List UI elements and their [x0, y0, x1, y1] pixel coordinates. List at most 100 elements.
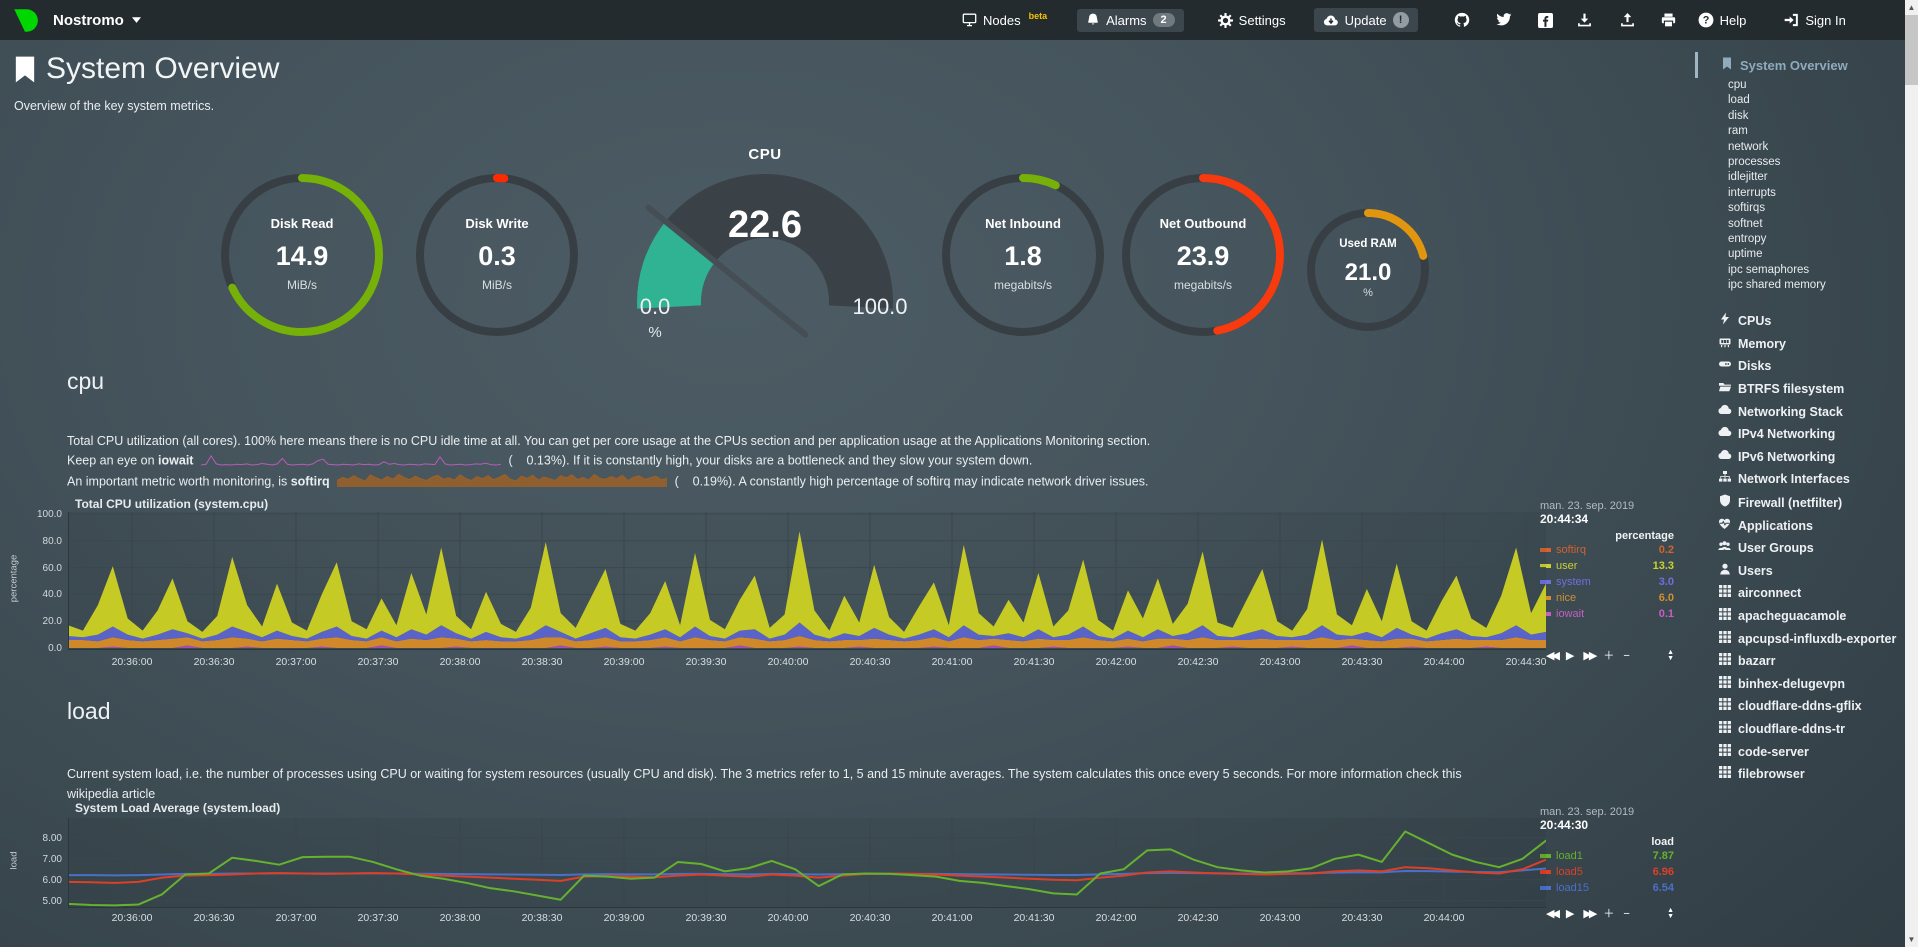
chart-resize-handle[interactable]: ▲ ▼: [1667, 649, 1674, 662]
iowait-sparkline[interactable]: [200, 453, 502, 469]
cpu-gauge-chart[interactable]: [600, 140, 930, 360]
sidebar-item-cpus[interactable]: CPUs: [1695, 312, 1903, 329]
legend-item-load1[interactable]: load1 7.87: [1540, 848, 1674, 864]
x-tick-label: 20:43:30: [1341, 656, 1383, 668]
sidebar-item-interrupts[interactable]: interrupts: [1728, 186, 1776, 199]
legend-item-nice[interactable]: nice 6.0: [1540, 590, 1674, 606]
sidebar-item-cpu[interactable]: cpu: [1728, 79, 1747, 91]
nav-settings[interactable]: Settings: [1217, 12, 1286, 28]
sidebar-item-idlejitter[interactable]: idlejitter: [1728, 171, 1768, 184]
wikipedia-link[interactable]: wikipedia article: [67, 787, 156, 801]
sidebar-item-disks[interactable]: Disks: [1695, 358, 1903, 374]
nav-update[interactable]: Update !: [1313, 8, 1418, 32]
chart-play-button[interactable]: ▶: [1565, 907, 1575, 920]
sidebar-item-applications[interactable]: Applications: [1695, 518, 1903, 534]
folder-icon: [1717, 381, 1732, 397]
sidebar-item-ipv6-networking[interactable]: IPv6 Networking: [1695, 449, 1903, 465]
sidebar-item-bazarr[interactable]: bazarr: [1695, 653, 1903, 669]
cpu-desc-line2: Keep an eye on iowait ( 0.13%). If it is…: [67, 453, 1033, 469]
sidebar-item-filebrowser[interactable]: filebrowser: [1695, 766, 1903, 782]
sidebar-item-memory[interactable]: Memory: [1695, 336, 1903, 352]
nav-github[interactable]: [1454, 12, 1470, 28]
nav-nodes[interactable]: Nodes beta: [962, 11, 1047, 28]
sidebar-item-uptime[interactable]: uptime: [1728, 248, 1763, 261]
sidebar-item-user-groups[interactable]: User Groups: [1695, 540, 1903, 556]
sidebar-item-ipc-shared-memory[interactable]: ipc shared memory: [1728, 279, 1826, 292]
chart-zoom-in-button[interactable]: ＋: [1603, 649, 1615, 662]
x-tick-label: 20:44:30: [1505, 656, 1547, 668]
nav-signin[interactable]: Sign In: [1784, 13, 1846, 28]
sidebar-item-apacheguacamole[interactable]: apacheguacamole: [1695, 608, 1903, 624]
gauge-used-ram[interactable]: Used RAM 21.0%: [1303, 205, 1433, 335]
y-tick-label: 5.00: [42, 895, 62, 907]
legend-item-system[interactable]: system 3.0: [1540, 574, 1674, 590]
sidebar-item-disk[interactable]: disk: [1728, 109, 1749, 122]
chart-rewind-button[interactable]: ◀◀: [1546, 649, 1560, 662]
gauge-net-outbound[interactable]: Net Outbound 23.9 megabits/s: [1118, 170, 1288, 340]
twitter-icon: [1495, 13, 1512, 26]
nav-alarms[interactable]: Alarms 2: [1077, 8, 1184, 32]
sidebar-item-load[interactable]: load: [1728, 94, 1750, 107]
sidebar-item-network-interfaces[interactable]: Network Interfaces: [1695, 471, 1903, 487]
sidebar-item-airconnect[interactable]: airconnect: [1695, 585, 1903, 601]
scroll-up-arrow[interactable]: ▲: [1907, 3, 1916, 12]
sidebar-item-firewall-netfilter[interactable]: Firewall (netfilter): [1695, 494, 1903, 511]
nav-download[interactable]: [1577, 13, 1592, 27]
legend-item-iowait[interactable]: iowait 0.1: [1540, 606, 1674, 622]
netdata-logo[interactable]: [12, 7, 39, 34]
gauge-disk-write[interactable]: Disk Write 0.3 MiB/s: [412, 170, 582, 340]
chart-play-button[interactable]: ▶: [1565, 649, 1575, 662]
chart-zoom-out-button[interactable]: −: [1623, 649, 1630, 662]
chart-rewind-button[interactable]: ◀◀: [1546, 907, 1560, 920]
sidebar-item-system-overview[interactable]: System Overview: [1695, 52, 1903, 78]
legend-item-user[interactable]: user 13.3: [1540, 558, 1674, 574]
gauge-net-inbound[interactable]: Net Inbound 1.8 megabits/s: [938, 170, 1108, 340]
sidebar-item-ipc-semaphores[interactable]: ipc semaphores: [1728, 263, 1810, 276]
nav-print[interactable]: [1661, 13, 1676, 28]
sidebar-item-users[interactable]: Users: [1695, 563, 1903, 579]
chart-resize-handle[interactable]: ▲ ▼: [1667, 907, 1674, 920]
sidebar-item-code-server[interactable]: code-server: [1695, 743, 1903, 760]
load-chart-time: 20:44:30: [1540, 818, 1589, 832]
x-tick-label: 20:39:00: [603, 912, 645, 924]
sidebar-item-network[interactable]: network: [1728, 140, 1769, 153]
gauge-value: 1.8: [1004, 241, 1042, 271]
nav-twitter[interactable]: [1495, 13, 1512, 27]
nav-help[interactable]: ? Help: [1698, 12, 1746, 28]
sidebar-item-ipv4-networking[interactable]: IPv4 Networking: [1695, 426, 1903, 442]
page-scrollbar[interactable]: ▲ ▼: [1905, 0, 1918, 947]
sidebar-item-processes[interactable]: processes: [1728, 156, 1781, 169]
chart-fast-forward-button[interactable]: ▶▶: [1583, 907, 1597, 920]
softirq-sparkline[interactable]: [336, 473, 668, 491]
sidebar-item-apcupsd-influxdb-exporter[interactable]: apcupsd-influxdb-exporter: [1695, 630, 1903, 647]
legend-value: 6.0: [1658, 592, 1674, 604]
legend-item-softirq[interactable]: softirq 0.2: [1540, 542, 1674, 558]
sidebar-item-btrfs-filesystem[interactable]: BTRFS filesystem: [1695, 381, 1903, 397]
cpu-chart-units: percentage: [1615, 530, 1674, 542]
scrollbar-thumb[interactable]: [1905, 15, 1918, 85]
sidebar-item-entropy[interactable]: entropy: [1728, 233, 1767, 246]
nav-upload[interactable]: [1620, 13, 1635, 27]
sidebar-item-networking-stack[interactable]: Networking Stack: [1695, 404, 1903, 420]
sidebar-item-cloudflare-ddns-tr[interactable]: cloudflare-ddns-tr: [1695, 720, 1903, 737]
scroll-down-arrow[interactable]: ▼: [1907, 935, 1916, 944]
gauge-disk-read[interactable]: Disk Read 14.9 MiB/s: [217, 170, 387, 340]
node-selector[interactable]: Nostromo: [53, 12, 141, 29]
nav-facebook[interactable]: [1537, 12, 1553, 28]
cpu-chart[interactable]: [68, 512, 1546, 650]
chart-zoom-out-button[interactable]: −: [1623, 907, 1630, 920]
legend-name: load5: [1556, 866, 1583, 878]
legend-item-load5[interactable]: load5 6.96: [1540, 864, 1674, 880]
sidebar-item-binhex-delugevpn[interactable]: binhex-delugevpn: [1695, 675, 1903, 692]
load-chart-title: System Load Average (system.load): [75, 801, 281, 815]
github-icon: [1454, 12, 1469, 27]
chart-fast-forward-button[interactable]: ▶▶: [1583, 649, 1597, 662]
sidebar-item-cloudflare-ddns-gflix[interactable]: cloudflare-ddns-gflix: [1695, 698, 1903, 714]
legend-item-load15[interactable]: load15 6.54: [1540, 880, 1674, 896]
sidebar-item-softnet[interactable]: softnet: [1728, 217, 1763, 230]
y-tick-label: 7.00: [42, 853, 62, 865]
sidebar-item-softirqs[interactable]: softirqs: [1728, 202, 1766, 215]
load-chart[interactable]: [67, 818, 1547, 908]
chart-zoom-in-button[interactable]: ＋: [1603, 907, 1615, 920]
sidebar-item-ram[interactable]: ram: [1728, 125, 1748, 138]
